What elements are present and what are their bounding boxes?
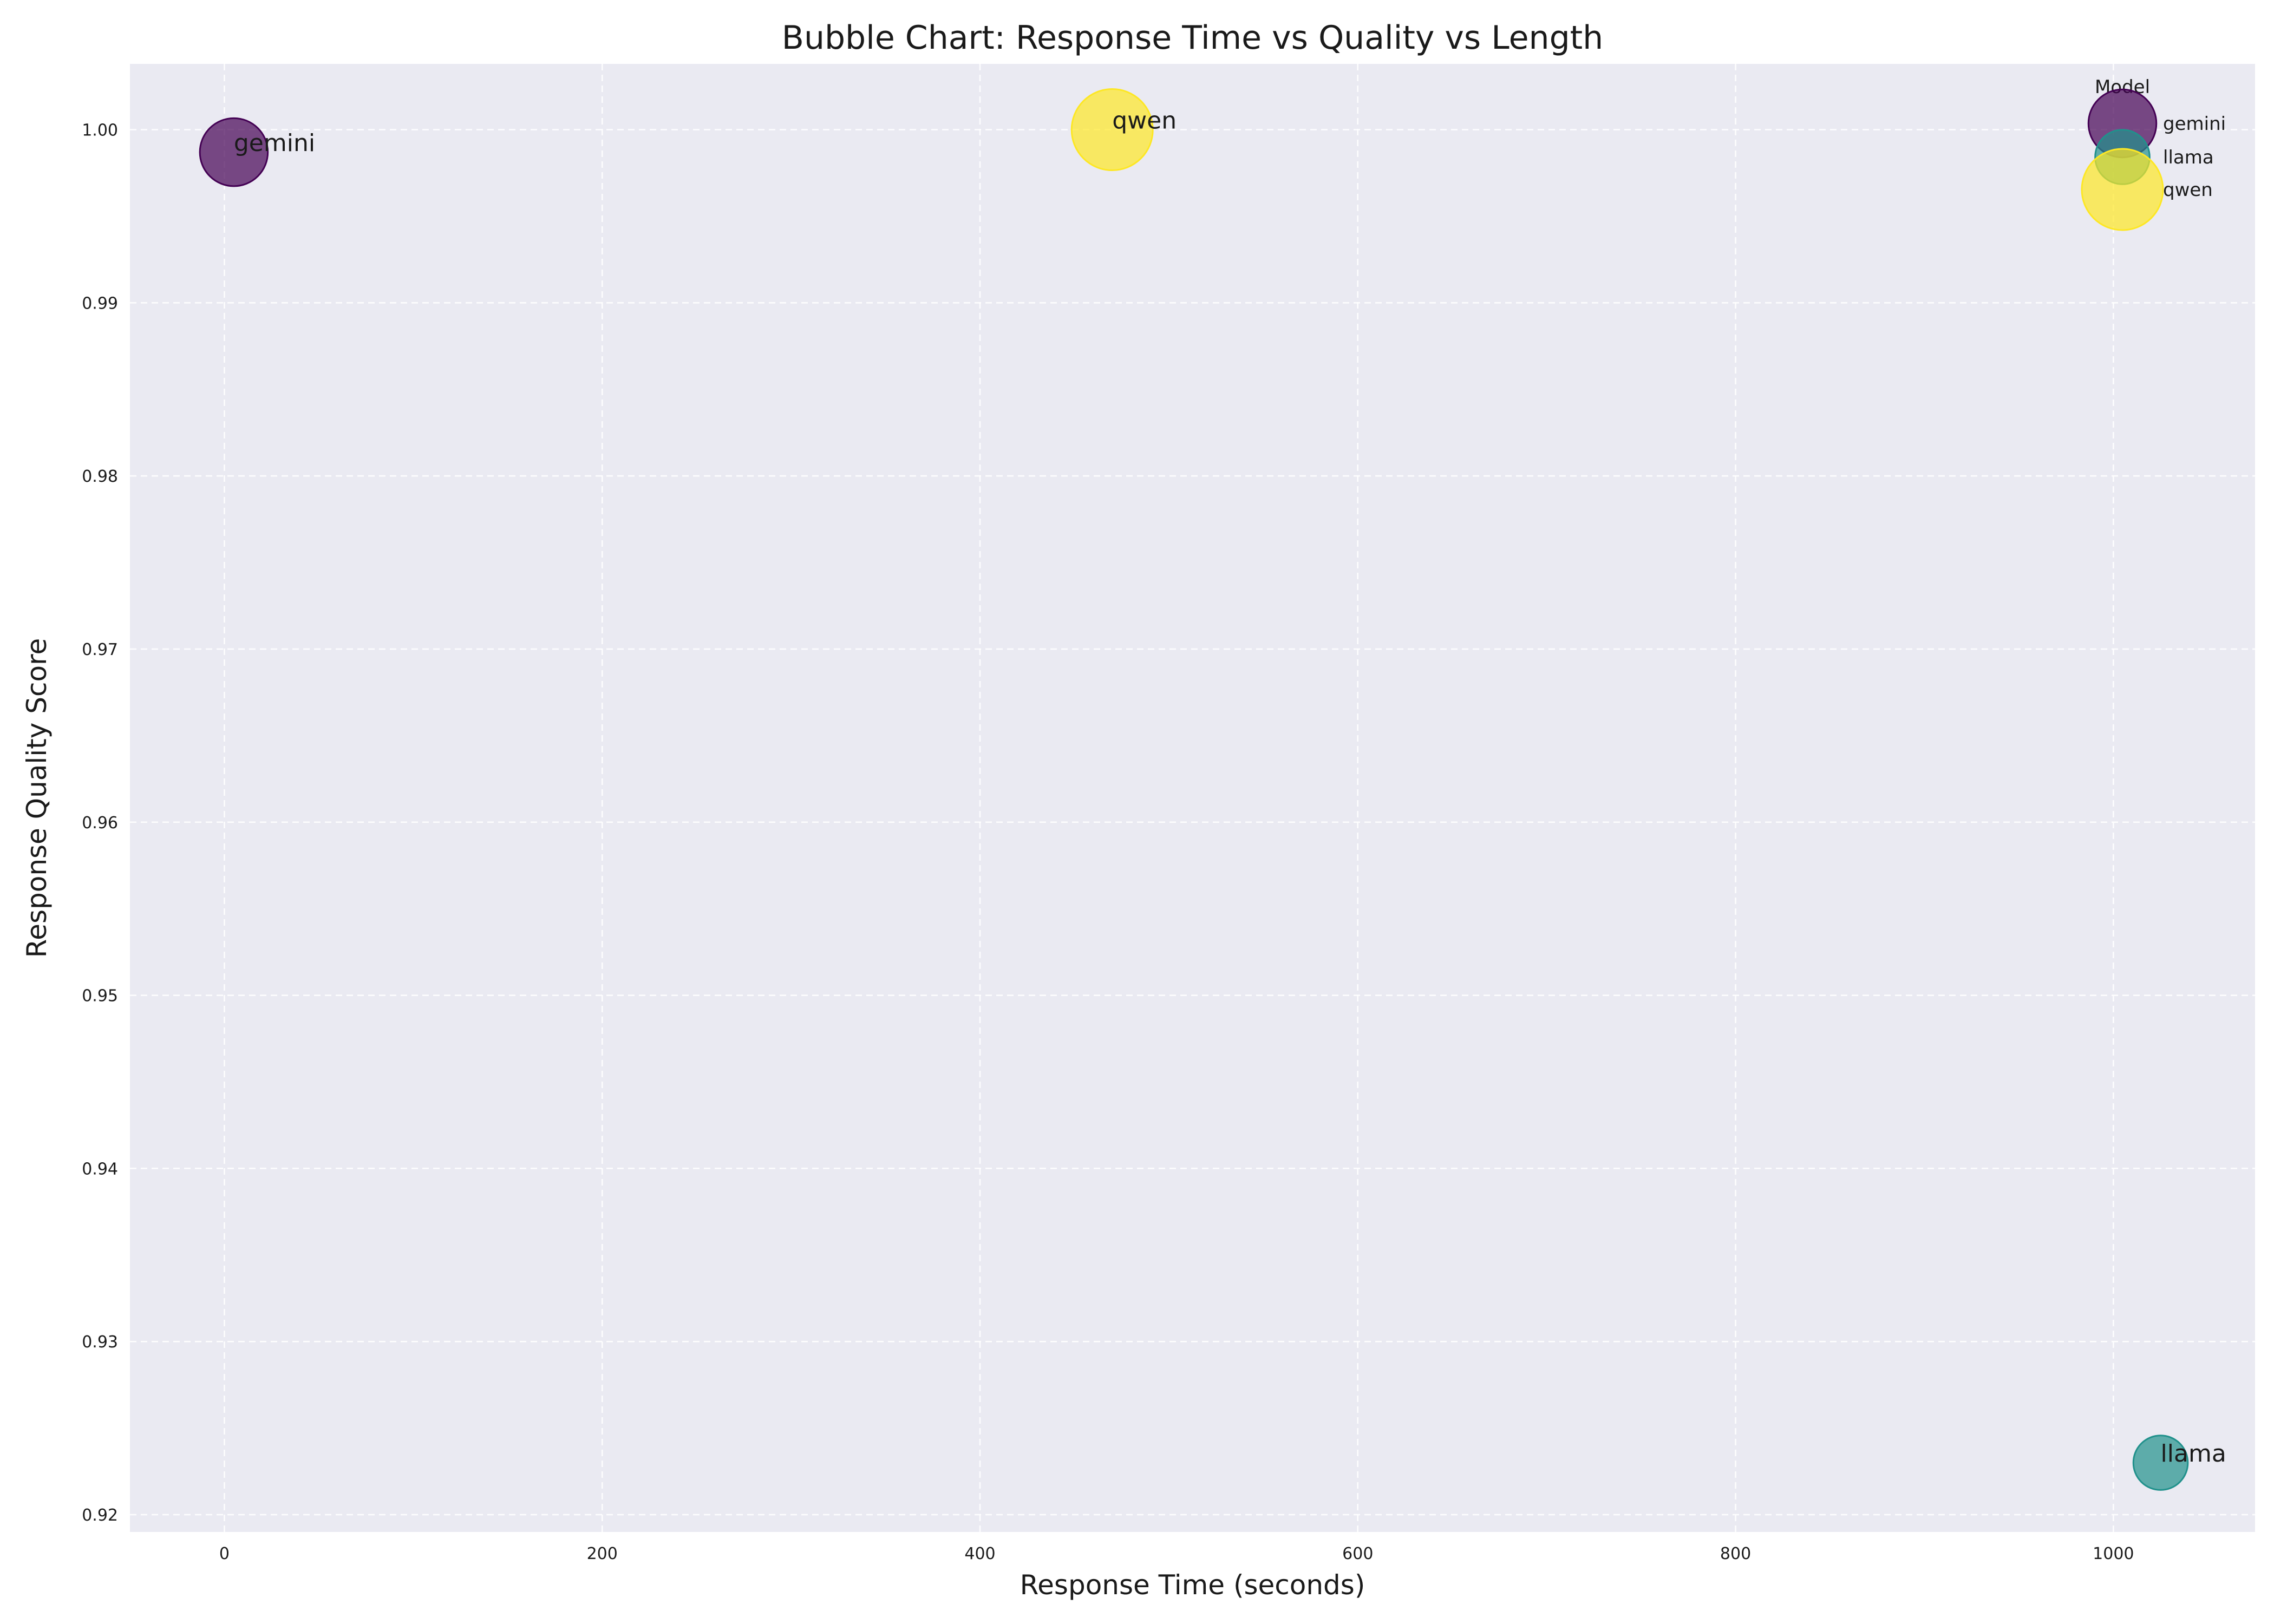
y-tick-label: 0.97 <box>82 640 118 659</box>
y-tick-label: 0.93 <box>82 1333 118 1352</box>
x-tick-label: 800 <box>1720 1544 1751 1563</box>
y-axis-ticks: 0.92 0.93 0.94 0.95 0.96 0.97 0.98 0.99 1.00 <box>82 121 118 1525</box>
legend-marker-qwen <box>2081 148 2164 231</box>
x-axis-label: Response Time (seconds) <box>1020 1569 1365 1601</box>
chart-title: Bubble Chart: Response Time vs Quality v… <box>782 19 1603 57</box>
y-tick-label: 0.95 <box>82 987 118 1006</box>
y-tick-label: 0.92 <box>82 1506 118 1525</box>
point-label-gemini: gemini <box>234 129 315 157</box>
x-tick-label: 400 <box>964 1544 995 1563</box>
bubble-layer <box>199 88 2189 1491</box>
y-axis-label: Response Quality Score <box>21 638 53 958</box>
x-tick-label: 0 <box>219 1544 230 1563</box>
plot-area <box>130 64 2255 1532</box>
x-tick-label: 200 <box>587 1544 618 1563</box>
bubble-qwen <box>1070 88 1154 172</box>
y-tick-label: 1.00 <box>82 121 118 140</box>
point-label-qwen: qwen <box>1112 107 1177 135</box>
y-tick-label: 0.94 <box>82 1160 118 1178</box>
legend-label-gemini: gemini <box>2163 113 2226 135</box>
y-tick-label: 0.99 <box>82 294 118 313</box>
point-label-llama: llama <box>2161 1440 2226 1468</box>
grid-layer <box>130 64 2255 1532</box>
bubble-gemini <box>199 117 269 187</box>
x-tick-label: 600 <box>1342 1544 1373 1563</box>
x-tick-label: 1000 <box>2093 1544 2134 1563</box>
point-label-layer: gemini llama qwen <box>234 107 2226 1468</box>
bubble-llama <box>2132 1435 2189 1491</box>
y-tick-label: 0.98 <box>82 467 118 486</box>
x-axis-ticks: 0 200 400 600 800 1000 <box>219 1544 2134 1563</box>
legend-label-qwen: qwen <box>2163 179 2213 201</box>
legend-label-llama: llama <box>2163 147 2214 168</box>
y-tick-label: 0.96 <box>82 814 118 833</box>
